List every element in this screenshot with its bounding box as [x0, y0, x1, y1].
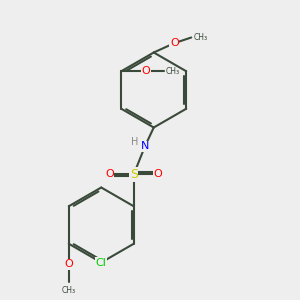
Text: S: S [130, 168, 138, 181]
Text: O: O [105, 169, 114, 179]
Text: CH₃: CH₃ [193, 33, 207, 42]
Text: O: O [64, 260, 73, 269]
Text: Cl: Cl [96, 257, 107, 268]
Text: O: O [154, 169, 163, 179]
Text: O: O [170, 38, 179, 48]
Text: O: O [141, 66, 150, 76]
Text: N: N [141, 141, 149, 151]
Text: H: H [131, 137, 138, 147]
Text: CH₃: CH₃ [166, 67, 180, 76]
Text: CH₃: CH₃ [62, 286, 76, 295]
